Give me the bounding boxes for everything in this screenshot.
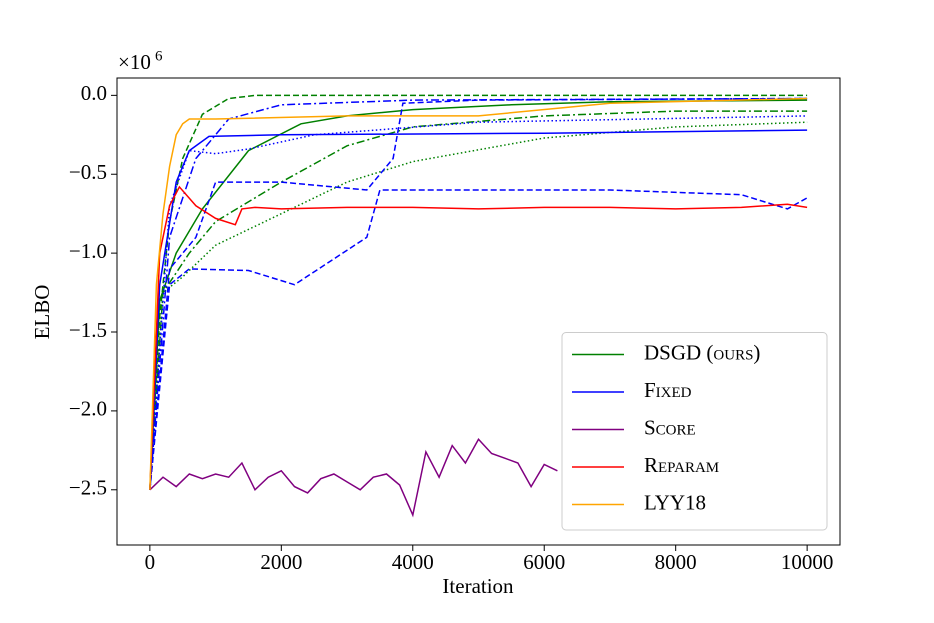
x-tick-label: 8000 — [655, 550, 697, 574]
y-tick-label: −1.5 — [69, 318, 107, 342]
legend-text: Fixed — [644, 378, 692, 402]
series-line — [149, 129, 808, 490]
series-line — [149, 185, 808, 490]
series-line — [149, 97, 808, 490]
legend-box — [561, 332, 828, 531]
legend-text: DSGD (ours) — [644, 340, 760, 364]
y-axis-label: ELBO — [30, 285, 54, 340]
x-tick-label: 0 — [145, 550, 156, 574]
offset-label: ×10 — [118, 50, 151, 74]
legend-text: Score — [644, 415, 696, 439]
x-tick-label: 2000 — [260, 550, 302, 574]
y-tick-label: −2.0 — [69, 397, 107, 421]
series-line — [149, 97, 808, 490]
y-tick-label: −0.5 — [69, 160, 107, 184]
x-tick-label: 6000 — [523, 550, 565, 574]
x-tick-label: 10000 — [781, 550, 834, 574]
y-tick-label: 0.0 — [81, 81, 107, 105]
y-tick-label: −1.0 — [69, 239, 107, 263]
series-line — [149, 189, 808, 490]
offset-exponent: 6 — [155, 48, 163, 64]
x-tick-label: 4000 — [392, 550, 434, 574]
series-line — [149, 94, 808, 490]
series-line — [149, 110, 808, 490]
series-line — [149, 438, 558, 518]
series-line — [149, 99, 808, 490]
legend-text: Reparam — [644, 453, 719, 477]
x-axis-label: Iteration — [442, 574, 514, 598]
plot-frame — [116, 77, 841, 546]
y-tick-label: −2.5 — [69, 476, 107, 500]
legend-text: LYY18 — [644, 490, 706, 514]
